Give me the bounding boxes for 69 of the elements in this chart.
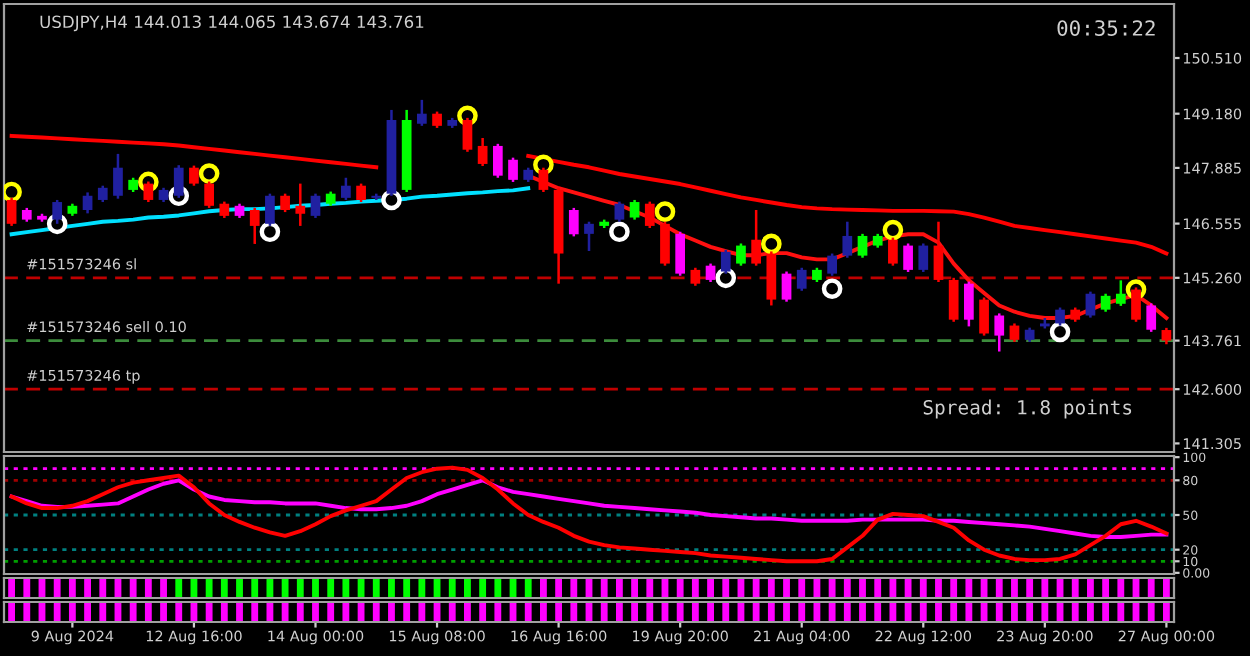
point	[761, 233, 782, 255]
point	[198, 163, 220, 184]
point	[1049, 321, 1071, 343]
candlestick	[933, 220, 944, 284]
annotation: 00:35:22	[1057, 20, 1155, 36]
candlestick	[1115, 279, 1126, 308]
candlestick	[705, 262, 716, 284]
candlestick	[538, 166, 549, 194]
point	[654, 201, 676, 222]
line-series	[9, 465, 1169, 564]
candlestick	[720, 248, 731, 275]
candlestick	[477, 136, 488, 168]
line-series	[9, 186, 531, 237]
candlestick	[113, 152, 123, 200]
candlestick	[52, 198, 63, 226]
candlestick	[295, 182, 306, 228]
candlestick	[781, 270, 792, 303]
candlestick	[918, 242, 929, 274]
candlestick	[249, 206, 260, 246]
candlestick	[629, 198, 640, 221]
candlestick	[143, 180, 154, 204]
candlestick	[690, 266, 701, 288]
candlestick	[903, 242, 913, 274]
annotation: Spread: 1.8 points	[923, 399, 1132, 419]
candlestick	[416, 98, 427, 128]
point	[4, 181, 22, 203]
candlestick	[614, 200, 625, 223]
candlestick	[584, 220, 594, 253]
candlestick	[660, 220, 670, 267]
candlestick	[508, 156, 518, 184]
candlestick	[751, 208, 762, 267]
candlestick	[842, 220, 853, 259]
candlestick	[492, 142, 503, 180]
candlestick	[979, 296, 989, 337]
candlestick	[462, 116, 473, 154]
text: USDJPY,H4 144.013 144.065 143.674 143.761	[40, 15, 424, 32]
candlestick	[675, 230, 686, 277]
candlestick	[766, 250, 777, 307]
candlestick	[964, 280, 974, 328]
candlestick	[644, 200, 655, 230]
candlestick	[857, 232, 868, 259]
point	[882, 219, 904, 241]
candlestick	[948, 276, 959, 324]
candlestick	[280, 192, 290, 214]
candlestick	[1100, 292, 1111, 313]
candlestick	[827, 252, 837, 277]
candlestick	[994, 312, 1005, 353]
candlestick	[265, 192, 275, 228]
point	[259, 221, 281, 243]
point	[609, 221, 630, 243]
candlestick	[173, 163, 184, 200]
candlestick	[6, 196, 17, 228]
candlestick	[341, 176, 351, 202]
candlestick	[1009, 322, 1020, 344]
candlestick	[736, 242, 746, 267]
candlestick	[796, 266, 807, 293]
candlestick	[82, 191, 93, 215]
candlestick	[1055, 306, 1065, 327]
candlestick	[204, 180, 214, 210]
candlestick	[568, 206, 579, 238]
candlestick	[189, 164, 199, 187]
point	[821, 278, 843, 300]
candlestick	[1131, 286, 1141, 324]
candlestick	[888, 236, 898, 267]
candlestick	[310, 192, 321, 220]
candlestick	[1085, 290, 1096, 319]
candlestick	[356, 182, 366, 204]
line-series	[9, 478, 1169, 539]
candlestick	[1146, 302, 1157, 334]
